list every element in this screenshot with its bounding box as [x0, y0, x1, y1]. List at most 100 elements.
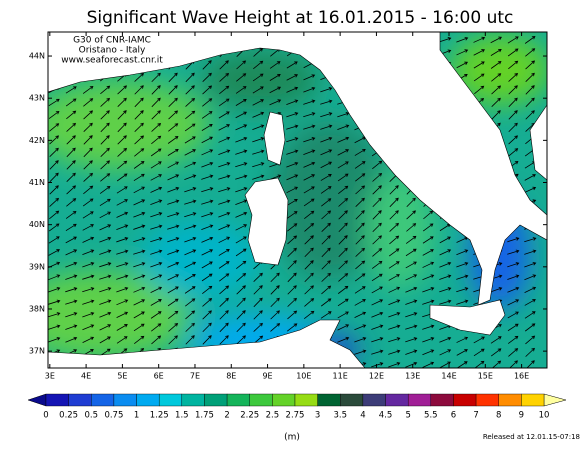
- wave-arrow: [185, 85, 195, 95]
- wave-arrow: [116, 249, 129, 255]
- wave-arrow: [134, 135, 145, 145]
- wave-arrow: [201, 199, 214, 205]
- wave-arrow: [456, 61, 469, 69]
- wave-arrow: [456, 336, 469, 343]
- wave-arrow: [388, 248, 400, 257]
- wave-arrow: [117, 85, 127, 95]
- wave-arrow: [372, 210, 382, 220]
- wave-arrow: [372, 248, 383, 257]
- lat-label: 37N: [29, 347, 45, 356]
- colorbar-label: 0: [43, 411, 48, 421]
- wave-arrow: [185, 97, 196, 107]
- wave-arrow: [491, 97, 501, 107]
- wave-arrow: [133, 199, 146, 206]
- map-area: G30 of CNR-IAMC Oristano - Italy www.sea…: [48, 32, 547, 368]
- colorbar-segment: [272, 393, 296, 407]
- wave-arrow: [287, 223, 298, 232]
- wave-arrow: [133, 186, 145, 194]
- wave-arrow: [167, 286, 179, 294]
- wave-arrow: [219, 285, 230, 295]
- wave-arrow: [49, 160, 59, 170]
- wave-arrow: [201, 261, 213, 269]
- colorbar-label: 2.5: [266, 411, 280, 421]
- wave-arrow: [201, 136, 214, 144]
- wave-arrow: [117, 135, 127, 145]
- wave-arrow: [201, 187, 214, 193]
- wave-arrow: [236, 73, 247, 82]
- wave-arrow: [371, 299, 384, 306]
- wave-arrow: [269, 73, 281, 81]
- wave-arrow: [491, 73, 502, 82]
- wave-arrow: [439, 287, 452, 293]
- wave-arrow: [253, 285, 263, 295]
- wave-arrow: [82, 274, 95, 280]
- wave-arrow: [422, 337, 435, 343]
- wave-arrow: [354, 324, 367, 331]
- wave-arrow: [321, 285, 332, 295]
- wave-arrow: [83, 135, 93, 145]
- wave-arrow: [65, 312, 78, 318]
- wave-arrow: [371, 286, 383, 294]
- wave-arrow: [82, 262, 95, 268]
- wave-arrow: [491, 85, 502, 95]
- wave-arrow: [83, 98, 94, 107]
- colorbar-segment: [294, 393, 318, 407]
- wave-arrow: [116, 199, 128, 206]
- wave-arrow: [150, 199, 163, 206]
- wave-arrow: [405, 337, 418, 343]
- wave-arrow: [82, 211, 94, 219]
- sicily: [429, 299, 506, 336]
- wave-arrow: [236, 285, 246, 295]
- wave-arrow: [235, 187, 248, 193]
- wave-arrow: [201, 212, 214, 218]
- wave-arrow: [133, 262, 146, 268]
- wave-arrow: [321, 210, 332, 220]
- wave-arrow: [201, 224, 214, 230]
- wave-arrow: [184, 261, 197, 269]
- wave-arrow: [48, 249, 60, 256]
- lon-label: 9E: [262, 372, 272, 381]
- colorbar-label: 1.5: [175, 411, 189, 421]
- wave-arrow: [371, 337, 384, 343]
- wave-arrow: [304, 272, 314, 283]
- wave-arrow: [320, 186, 332, 194]
- wave-arrow: [167, 249, 180, 255]
- wave-arrow: [117, 160, 128, 170]
- wave-arrow: [456, 287, 469, 293]
- wave-arrow: [303, 99, 316, 105]
- wave-arrow: [83, 185, 94, 195]
- wave-arrow: [286, 211, 298, 219]
- wave-arrow: [439, 249, 452, 256]
- wave-arrow: [508, 148, 519, 157]
- wave-arrow: [507, 262, 520, 268]
- lat-label: 43N: [29, 94, 45, 103]
- wave-arrow: [354, 273, 366, 282]
- wave-arrow: [320, 136, 333, 143]
- wave-arrow: [133, 249, 146, 255]
- wave-arrow: [168, 85, 178, 95]
- wave-arrow: [389, 222, 399, 232]
- wave-arrow: [286, 112, 299, 118]
- wave-arrow: [202, 72, 212, 82]
- wave-arrow: [490, 48, 502, 56]
- wave-arrow: [337, 173, 349, 182]
- colorbar-segment: [362, 393, 386, 407]
- wave-arrow: [372, 222, 382, 233]
- wave-arrow: [338, 260, 348, 270]
- wave-arrow: [372, 172, 383, 182]
- wave-arrow: [490, 61, 502, 69]
- wave-arrow: [524, 323, 536, 332]
- wave-arrow: [133, 224, 146, 230]
- wave-arrow: [388, 261, 400, 269]
- wave-arrow: [303, 86, 316, 93]
- wave-arrow: [508, 135, 518, 145]
- wave-arrow: [354, 149, 366, 156]
- wave-arrow: [304, 298, 315, 307]
- wave-arrow: [253, 297, 263, 308]
- wave-arrow: [99, 336, 111, 344]
- wave-arrow: [82, 198, 94, 207]
- wave-arrow: [286, 161, 299, 168]
- wave-arrow: [253, 272, 263, 282]
- wave-arrow: [473, 49, 486, 56]
